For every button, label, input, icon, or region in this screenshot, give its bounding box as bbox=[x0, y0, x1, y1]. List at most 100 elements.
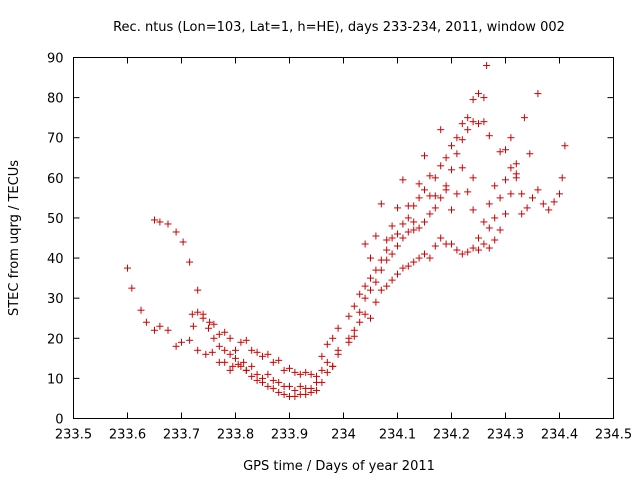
data-point bbox=[334, 350, 342, 358]
data-point bbox=[421, 186, 428, 194]
data-point bbox=[523, 204, 531, 212]
data-point bbox=[534, 186, 542, 194]
data-point bbox=[404, 202, 412, 210]
data-point bbox=[556, 190, 563, 198]
data-point bbox=[367, 274, 374, 282]
data-point bbox=[453, 246, 461, 254]
data-point bbox=[356, 290, 364, 298]
data-point bbox=[156, 322, 164, 330]
data-point bbox=[280, 390, 288, 398]
data-point bbox=[520, 114, 528, 122]
data-point bbox=[229, 362, 237, 370]
data-point bbox=[356, 318, 364, 326]
x-tick-label: 233.9 bbox=[271, 428, 308, 443]
data-point bbox=[442, 154, 450, 162]
data-point bbox=[437, 234, 445, 242]
data-point bbox=[350, 332, 358, 340]
data-point bbox=[164, 220, 172, 228]
data-point bbox=[232, 354, 239, 362]
x-tick-label: 234.4 bbox=[541, 428, 578, 443]
data-point bbox=[372, 278, 380, 286]
data-point bbox=[475, 234, 482, 242]
data-point bbox=[253, 370, 261, 378]
data-point bbox=[296, 370, 304, 378]
y-tick-label: 0 bbox=[55, 413, 63, 428]
data-point bbox=[189, 322, 197, 330]
data-point bbox=[356, 308, 364, 316]
data-point bbox=[464, 188, 472, 196]
data-point bbox=[307, 388, 315, 396]
data-point bbox=[208, 348, 216, 356]
data-point bbox=[437, 162, 445, 170]
data-point bbox=[421, 152, 428, 160]
y-tick-label: 40 bbox=[47, 252, 64, 267]
data-point bbox=[128, 284, 136, 292]
data-point bbox=[507, 164, 515, 172]
x-tick-label: 233.5 bbox=[55, 428, 92, 443]
data-point bbox=[383, 282, 391, 290]
data-point bbox=[561, 142, 569, 150]
data-point bbox=[558, 174, 566, 182]
data-point bbox=[442, 186, 450, 194]
data-point bbox=[480, 218, 488, 226]
data-point bbox=[259, 378, 266, 386]
data-point bbox=[388, 222, 396, 230]
x-tick-label: 234.5 bbox=[595, 428, 632, 443]
data-point bbox=[458, 250, 466, 258]
data-point bbox=[323, 358, 331, 366]
data-point bbox=[518, 190, 526, 198]
data-point bbox=[394, 270, 401, 278]
data-point bbox=[361, 240, 369, 248]
data-point bbox=[550, 198, 558, 206]
data-point bbox=[269, 376, 277, 384]
data-point bbox=[469, 96, 477, 104]
data-point bbox=[404, 214, 412, 222]
data-point bbox=[318, 378, 326, 386]
data-point bbox=[221, 328, 229, 336]
data-point bbox=[415, 180, 423, 188]
data-point bbox=[534, 90, 542, 98]
data-point bbox=[383, 236, 391, 244]
data-point bbox=[323, 368, 331, 376]
x-tick-label: 234.1 bbox=[379, 428, 416, 443]
data-point bbox=[237, 362, 245, 370]
data-point bbox=[199, 314, 207, 322]
data-point bbox=[469, 118, 477, 126]
data-point bbox=[431, 242, 439, 250]
y-tick-label: 50 bbox=[47, 212, 64, 227]
data-point bbox=[394, 230, 401, 238]
data-point bbox=[296, 382, 304, 390]
data-point bbox=[334, 324, 342, 332]
data-point bbox=[186, 336, 194, 344]
data-point bbox=[421, 218, 428, 226]
data-point bbox=[248, 362, 256, 370]
data-point bbox=[291, 368, 299, 376]
data-point bbox=[221, 358, 229, 366]
data-point bbox=[221, 346, 229, 354]
y-tick-label: 10 bbox=[47, 372, 64, 387]
data-point bbox=[410, 226, 418, 234]
data-point bbox=[367, 254, 374, 262]
data-point bbox=[329, 334, 337, 342]
data-point bbox=[232, 346, 239, 354]
data-point bbox=[431, 174, 439, 182]
data-point bbox=[280, 366, 288, 374]
chart-title: Rec. ntus (Lon=103, Lat=1, h=HE), days 2… bbox=[113, 20, 565, 35]
data-point bbox=[485, 132, 493, 140]
data-point bbox=[469, 174, 477, 182]
data-point bbox=[464, 126, 472, 134]
data-point bbox=[151, 216, 158, 224]
data-point bbox=[388, 234, 396, 242]
data-point bbox=[186, 258, 194, 266]
data-point bbox=[512, 170, 520, 178]
data-point bbox=[172, 228, 180, 236]
data-point bbox=[399, 176, 407, 184]
data-point bbox=[453, 190, 461, 198]
data-point bbox=[388, 276, 396, 284]
data-point bbox=[475, 246, 482, 254]
data-point bbox=[318, 352, 326, 360]
data-point bbox=[526, 150, 534, 158]
data-point bbox=[313, 386, 320, 394]
data-point bbox=[323, 340, 331, 348]
data-point bbox=[202, 350, 210, 358]
